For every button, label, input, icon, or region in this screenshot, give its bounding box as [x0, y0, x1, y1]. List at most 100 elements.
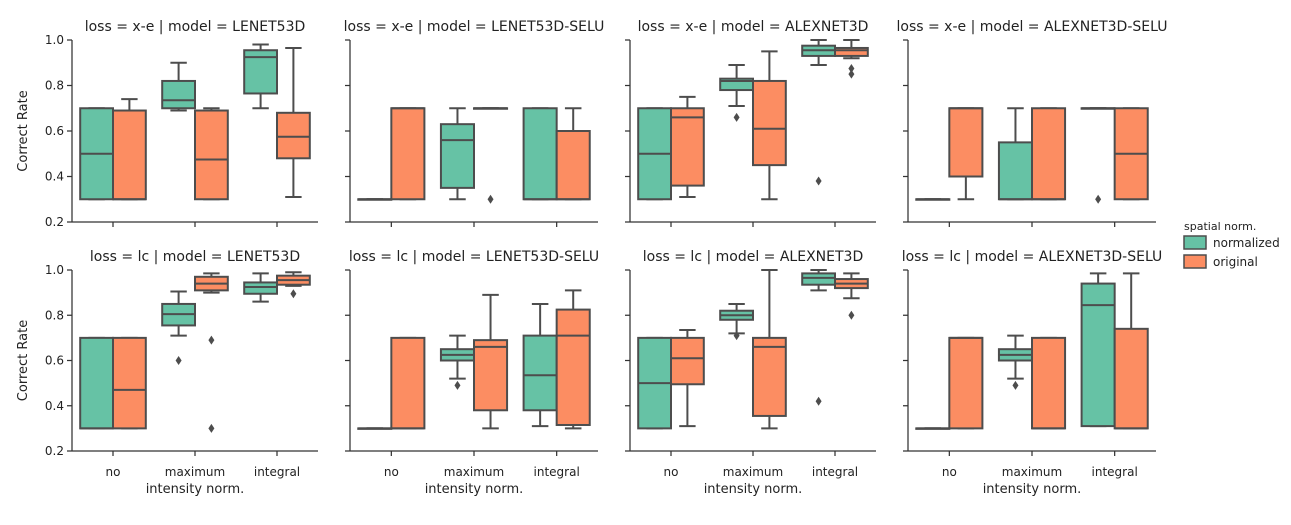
box-body: [473, 339, 509, 412]
panel-title: loss = lc | model = ALEXNET3D-SELU: [902, 249, 1163, 265]
box-integral-normalized: [243, 272, 278, 303]
box-no-original: [390, 336, 426, 430]
y-axis-label: Correct Rate: [16, 90, 31, 171]
box-maximum-original: [473, 107, 509, 204]
panel-6: loss = lc | model = LENET53D-SELU no maxim…: [345, 249, 599, 497]
box-body: [997, 141, 1034, 201]
box-body: [1080, 282, 1116, 428]
outlier-point: [815, 176, 822, 186]
panel-title: loss = x-e | model = ALEXNET3D-SELU: [897, 19, 1168, 35]
outlier-point: [175, 356, 182, 365]
box-no-normalized: [79, 107, 114, 201]
box-integral-original: [555, 107, 591, 201]
box-body: [555, 308, 591, 426]
panel-3: loss = x-e | model = ALEXNET3D: [625, 19, 876, 227]
y-tick-label: 0.4: [45, 399, 64, 413]
outlier-point: [1095, 194, 1102, 204]
outlier-point: [208, 423, 215, 433]
outlier-point: [454, 380, 461, 390]
outlier-point: [815, 396, 822, 406]
box-maximum-normalized: [997, 107, 1034, 201]
legend-swatch-original: [1183, 254, 1207, 269]
box-integral-original: [276, 46, 311, 198]
panel-4: loss = x-e | model = ALEXNET3D-SELU: [897, 19, 1168, 227]
outlier-point: [848, 63, 855, 73]
box-integral-original: [1113, 272, 1149, 430]
box-no-normalized: [637, 107, 673, 201]
x-tick-label-no: no: [664, 465, 679, 479]
panel-title: loss = lc | model = LENET53D: [90, 249, 300, 265]
box-maximum-normalized: [439, 334, 475, 390]
x-axis-label: intensity norm.: [983, 482, 1082, 497]
box-integral-original: [276, 271, 311, 299]
box-body: [1113, 327, 1149, 430]
box-maximum-original: [1031, 107, 1067, 201]
box-no-original: [948, 336, 984, 430]
x-tick-label-maximum: maximum: [723, 465, 783, 479]
box-body: [194, 109, 229, 201]
box-body: [752, 79, 787, 167]
box-body: [439, 123, 475, 189]
box-body: [390, 107, 426, 201]
box-no-normalized: [79, 336, 114, 430]
box-body: [948, 336, 984, 430]
outlier-point: [848, 69, 855, 79]
box-maximum-normalized: [161, 61, 196, 112]
box-maximum-original: [194, 272, 229, 433]
box-integral-original: [1113, 107, 1149, 201]
outlier-point: [733, 112, 740, 122]
outlier-point: [290, 289, 297, 299]
box-no-normalized: [357, 198, 393, 201]
box-integral-original: [834, 39, 869, 79]
box-maximum-normalized: [719, 302, 755, 341]
box-no-original: [670, 95, 705, 198]
box-body: [161, 79, 196, 110]
box-body: [522, 334, 558, 412]
box-no-original: [112, 98, 147, 201]
x-tick-label-no: no: [106, 465, 121, 479]
x-tick-label-no: no: [942, 465, 957, 479]
box-body: [555, 130, 591, 201]
box-body: [522, 107, 558, 201]
x-tick-label-integral: integral: [534, 465, 580, 479]
box-integral-normalized: [801, 39, 837, 186]
box-maximum-original: [752, 50, 787, 201]
panel-1: loss = x-e | model = LENET53D 0.2 0.4 0.6 0.…: [16, 19, 318, 229]
x-axis-label: intensity norm.: [704, 482, 803, 497]
panel-2: loss = x-e | model = LENET53D-SELU: [344, 19, 605, 227]
box-body: [276, 111, 311, 160]
panel-title: loss = lc | model = LENET53D-SELU: [349, 249, 599, 265]
y-tick-label: 0.6: [45, 124, 64, 138]
panel-5: loss = lc | model = LENET53D 0.2 0.4 0.6 0.8…: [16, 249, 318, 497]
outlier-point: [733, 331, 740, 341]
legend-label-normalized: normalized: [1213, 236, 1280, 250]
box-no-normalized: [357, 427, 393, 430]
box-integral-normalized: [801, 269, 837, 406]
outlier-point: [487, 194, 494, 204]
box-no-normalized: [915, 427, 951, 430]
y-tick-label: 1.0: [45, 263, 64, 277]
panel-title: loss = lc | model = ALEXNET3D: [643, 249, 863, 265]
panel-title: loss = x-e | model = LENET53D: [85, 19, 306, 35]
box-body: [1031, 107, 1067, 201]
panel-title: loss = x-e | model = ALEXNET3D: [638, 19, 869, 35]
box-body: [670, 336, 705, 386]
box-no-normalized: [637, 336, 673, 430]
panel-title: loss = x-e | model = LENET53D-SELU: [344, 19, 605, 35]
box-no-normalized: [915, 198, 951, 201]
y-tick-label: 0.8: [45, 308, 64, 322]
legend: spatial norm. normalized original: [1183, 220, 1280, 269]
box-body: [1031, 336, 1067, 430]
box-body: [390, 336, 426, 430]
box-no-original: [670, 328, 705, 428]
legend-label-original: original: [1213, 255, 1258, 269]
box-maximum-normalized: [719, 64, 755, 122]
panels-layer: loss = x-e | model = LENET53D 0.2 0.4 0.6 0.…: [16, 19, 1167, 497]
box-body: [948, 107, 984, 178]
box-no-original: [390, 107, 426, 201]
y-tick-label: 0.6: [45, 354, 64, 368]
box-maximum-normalized: [161, 290, 196, 365]
box-maximum-original: [473, 293, 509, 430]
box-no-original: [112, 336, 147, 430]
